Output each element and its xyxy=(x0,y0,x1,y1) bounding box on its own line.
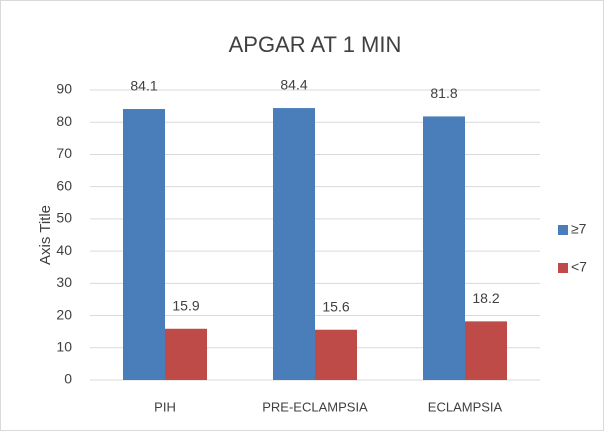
y-tick-label: 0 xyxy=(64,371,72,387)
data-label: 15.6 xyxy=(322,298,349,314)
data-label: 18.2 xyxy=(472,290,499,306)
y-tick-label: 40 xyxy=(56,242,72,258)
data-label: 84.1 xyxy=(130,78,157,94)
x-tick-label: PIH xyxy=(154,399,176,414)
y-tick-label: 20 xyxy=(56,306,72,322)
bar xyxy=(465,321,507,380)
bar xyxy=(423,116,465,380)
y-tick-label: 60 xyxy=(56,177,72,193)
y-tick-label: 50 xyxy=(56,210,72,226)
data-label: 15.9 xyxy=(172,297,199,313)
x-tick-label: ECLAMPSIA xyxy=(428,399,503,414)
chart-title: APGAR AT 1 MIN xyxy=(229,32,402,57)
legend-swatch xyxy=(558,225,568,235)
y-tick-label: 90 xyxy=(56,81,72,97)
legend-label: ≥7 xyxy=(571,221,587,237)
y-tick-label: 10 xyxy=(56,338,72,354)
bar xyxy=(165,328,207,380)
legend-swatch xyxy=(558,263,568,273)
y-tick-label: 70 xyxy=(56,145,72,161)
data-label: 81.8 xyxy=(430,85,457,101)
bar xyxy=(315,329,357,380)
y-tick-label: 30 xyxy=(56,274,72,290)
legend-label: <7 xyxy=(571,259,587,275)
data-label: 84.4 xyxy=(280,77,307,93)
y-tick-label: 80 xyxy=(56,113,72,129)
bar xyxy=(273,108,315,381)
y-axis-title: Axis Title xyxy=(37,205,54,265)
bar xyxy=(123,109,165,380)
x-tick-label: PRE-ECLAMPSIA xyxy=(262,399,368,414)
